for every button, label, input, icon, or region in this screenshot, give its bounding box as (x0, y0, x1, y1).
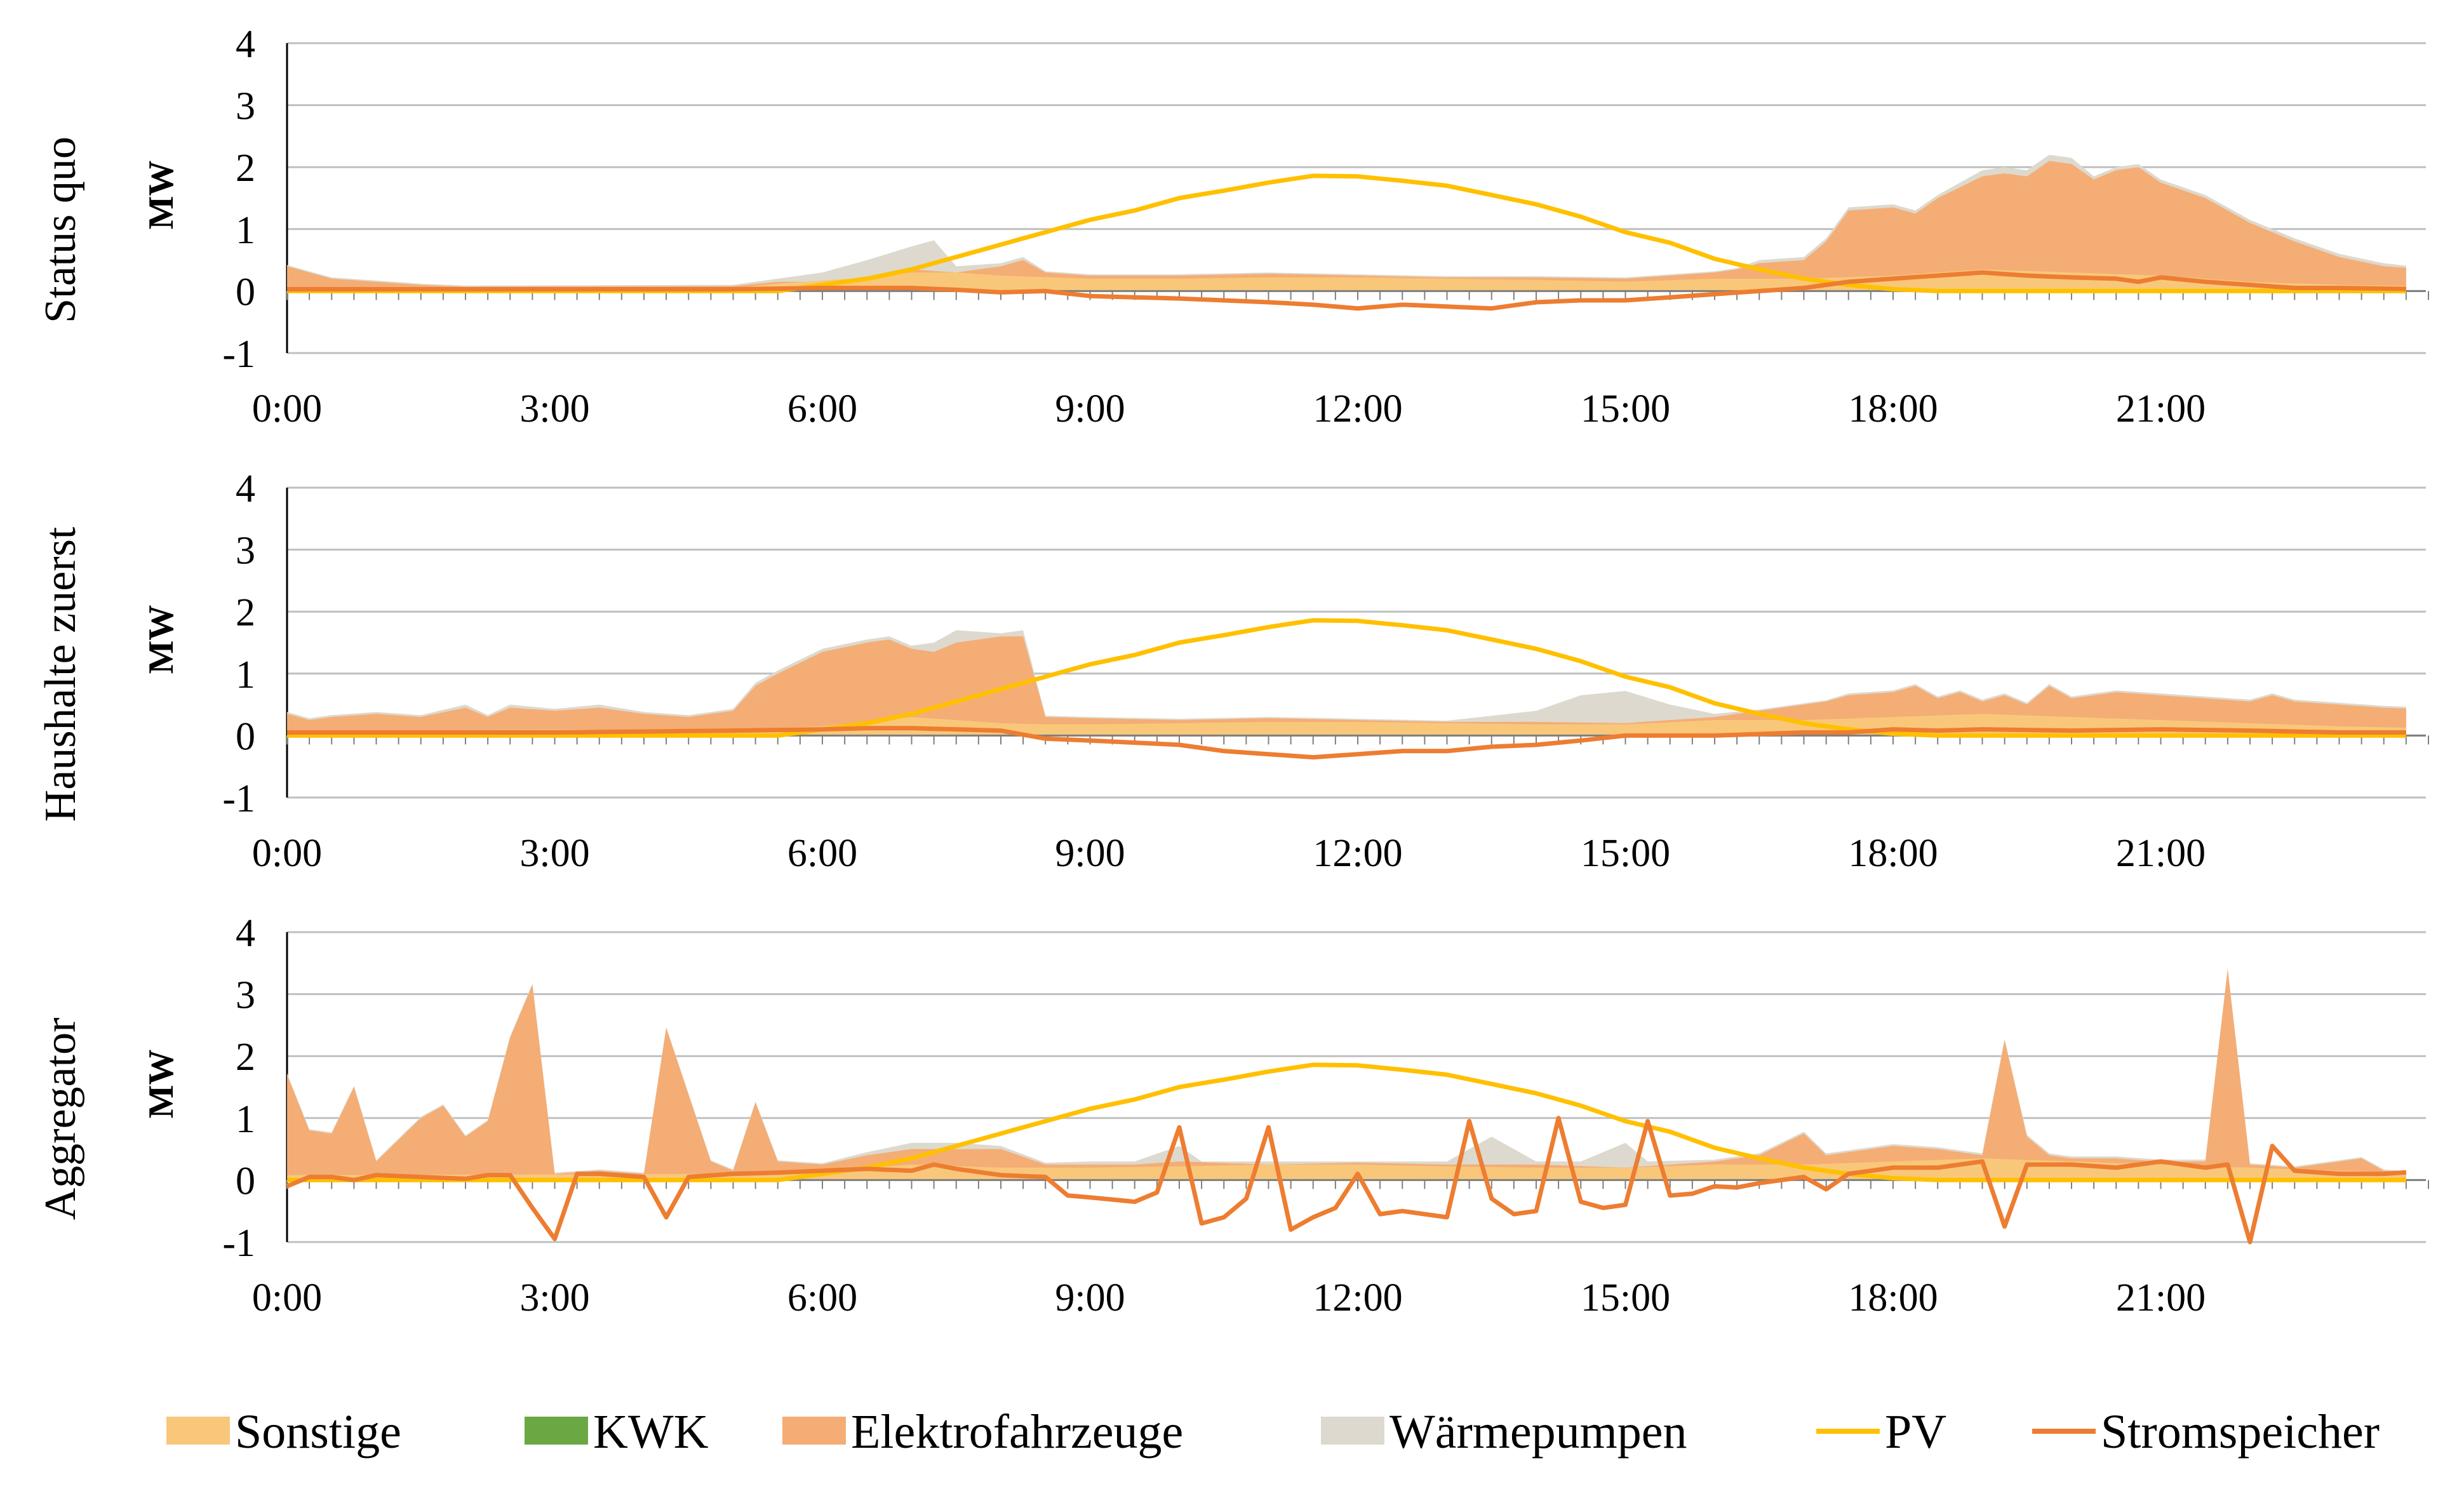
legend-label: PV (1885, 1405, 1946, 1459)
area-series (287, 630, 2406, 736)
panel-row-label: Status quo (36, 137, 85, 323)
area-series (287, 968, 2406, 1180)
x-tick-label: 15:00 (1581, 832, 1670, 875)
legend-item-waermepumpen: Wärmepumpen (1321, 1405, 1687, 1459)
y-tick-label: 0 (236, 1159, 255, 1203)
x-tick-label: 21:00 (2116, 1276, 2206, 1319)
y-tick-label: 1 (236, 653, 255, 697)
x-tick-label: 6:00 (787, 387, 857, 431)
x-tick-label: 21:00 (2116, 387, 2206, 431)
legend: Sonstige KWK Elektrofahrzeuge Wärmepumpen PV… (166, 1405, 2380, 1459)
x-tick-labels: 0:00 3:00 6:00 9:00 12:00 15:00 18:00 21:00 (252, 387, 2206, 431)
series-area-elektrofahrzeuge (287, 161, 2406, 291)
series-area-elektrofahrzeuge (287, 636, 2406, 736)
gridlines (287, 931, 2426, 1243)
series-line-stromspeicher (287, 270, 2406, 311)
legend-label: Sonstige (235, 1405, 401, 1459)
y-tick-label: 4 (236, 467, 255, 511)
x-tick-label: 3:00 (519, 832, 589, 875)
legend-swatch (525, 1417, 588, 1445)
y-tick-label: 2 (236, 1036, 255, 1079)
y-tick-label: -1 (222, 333, 255, 376)
x-tick-label: 12:00 (1313, 832, 1402, 875)
series-line-pv (287, 618, 2406, 738)
x-tick-label: 3:00 (519, 387, 589, 431)
gridlines (287, 486, 2426, 799)
legend-label: Elektrofahrzeuge (851, 1405, 1183, 1459)
legend-swatch (1321, 1417, 1384, 1445)
x-tick-label: 3:00 (519, 1276, 589, 1319)
y-tick-label: -1 (222, 777, 255, 820)
y-tick-label: 4 (236, 912, 255, 955)
panel-row-label: Aggregator (36, 1018, 85, 1220)
panel-row-label: Haushalte zuerst (36, 526, 85, 822)
series-line-stromspeicher (286, 1116, 2407, 1245)
y-tick-label: 4 (236, 23, 255, 66)
y-tick-label: 3 (236, 85, 255, 128)
y-axis-label: MW (142, 605, 181, 674)
y-tick-label: 2 (236, 147, 255, 190)
legend-swatch (166, 1417, 230, 1445)
x-tick-label: 0:00 (252, 832, 322, 875)
x-tick-label: 18:00 (1848, 832, 1938, 875)
x-tick-label: 12:00 (1313, 387, 1402, 431)
x-tick-label: 9:00 (1055, 1276, 1125, 1319)
series-line-stromspeicher (287, 726, 2406, 760)
y-tick-label: 1 (236, 209, 255, 252)
x-tick-label: 21:00 (2116, 832, 2206, 875)
y-tick-labels: -1 0 1 2 3 4 (222, 23, 255, 376)
y-tick-label: -1 (222, 1222, 255, 1265)
line-series (287, 618, 2406, 760)
legend-swatch (782, 1417, 846, 1445)
x-tick-label: 0:00 (252, 387, 322, 431)
y-tick-label: 0 (236, 715, 255, 758)
legend-label: Wärmepumpen (1389, 1405, 1687, 1459)
series-area-waermepumpen (287, 968, 2406, 1180)
x-tick-label: 18:00 (1848, 1276, 1938, 1319)
legend-item-sonstige: Sonstige (166, 1405, 401, 1459)
series-area-elektrofahrzeuge (287, 969, 2406, 1180)
legend-item-elektrofahrzeuge: Elektrofahrzeuge (782, 1405, 1183, 1459)
y-tick-labels: -1 0 1 2 3 4 (222, 912, 255, 1265)
x-tick-label: 15:00 (1581, 387, 1670, 431)
legend-item-pv: PV (1816, 1405, 1946, 1459)
x-tick-label: 6:00 (787, 1276, 857, 1319)
x-tick-label: 6:00 (787, 832, 857, 875)
y-tick-label: 2 (236, 591, 255, 634)
chart-panel-1: -1 0 1 2 3 4 0:00 3:00 6:00 9:00 12:00 15:00 18:00 21… (36, 23, 2429, 431)
y-tick-label: 3 (236, 530, 255, 573)
y-axis-label: MW (142, 1050, 181, 1119)
legend-label: Stromspeicher (2101, 1405, 2380, 1459)
legend-item-kwk: KWK (525, 1405, 709, 1459)
legend-label: KWK (593, 1405, 709, 1459)
x-tick-label: 9:00 (1055, 832, 1125, 875)
line-series (287, 173, 2406, 311)
x-tick-labels: 0:00 3:00 6:00 9:00 12:00 15:00 18:00 21:00 (252, 1276, 2206, 1319)
chart-panel-3: -1 0 1 2 3 4 0:00 3:00 6:00 9:00 12:00 15:00 18:00 21… (36, 912, 2429, 1319)
y-tick-label: 3 (236, 974, 255, 1017)
y-tick-label: 0 (236, 271, 255, 314)
y-tick-labels: -1 0 1 2 3 4 (222, 467, 255, 820)
x-tick-label: 12:00 (1313, 1276, 1402, 1319)
x-tick-labels: 0:00 3:00 6:00 9:00 12:00 15:00 18:00 21:00 (252, 832, 2206, 875)
chart-panel-2: -1 0 1 2 3 4 0:00 3:00 6:00 9:00 12:00 15:00 18:00 21… (36, 467, 2429, 875)
x-tick-label: 0:00 (252, 1276, 322, 1319)
x-tick-label: 18:00 (1848, 387, 1938, 431)
x-tick-label: 15:00 (1581, 1276, 1670, 1319)
series-line-pv (287, 1062, 2406, 1182)
legend-item-stromspeicher: Stromspeicher (2032, 1405, 2380, 1459)
x-tick-label: 9:00 (1055, 387, 1125, 431)
y-axis-label: MW (142, 161, 181, 230)
y-tick-label: 1 (236, 1098, 255, 1141)
line-series (286, 1062, 2407, 1245)
